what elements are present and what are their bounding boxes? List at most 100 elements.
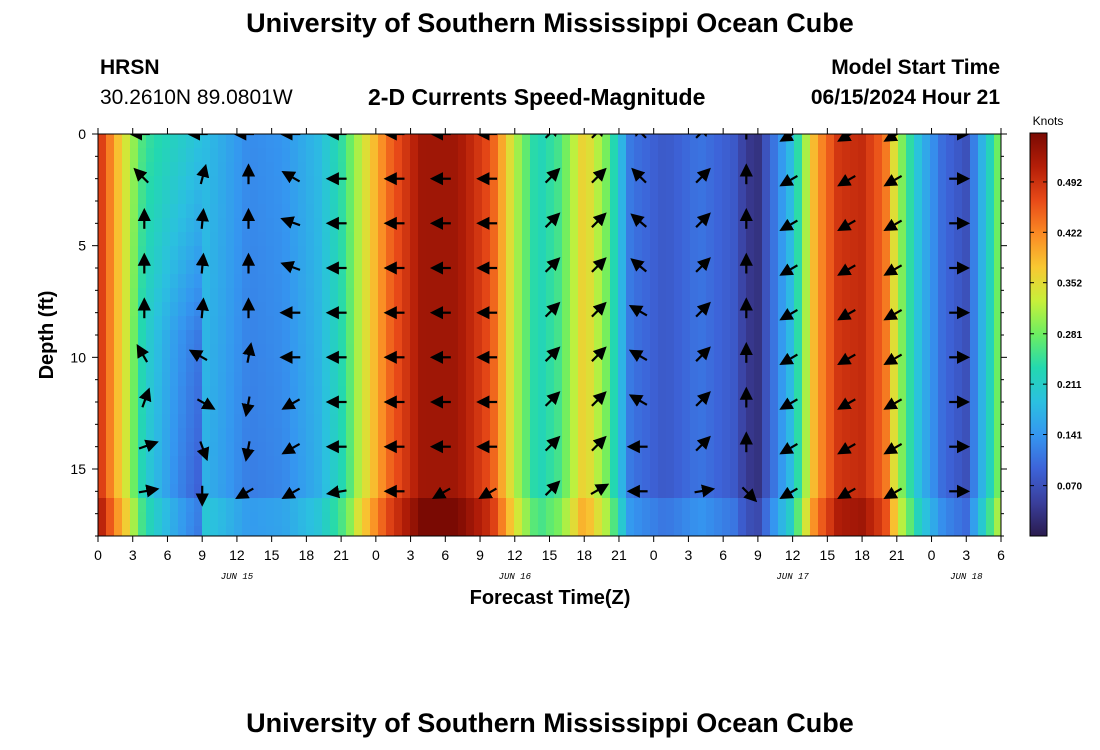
heatmap-cell	[746, 498, 755, 513]
heatmap-cell	[266, 162, 275, 177]
heatmap-cell	[698, 232, 707, 247]
current-vector	[591, 301, 607, 318]
heatmap-cell	[826, 372, 835, 387]
heatmap-cell	[274, 344, 283, 359]
heatmap-cell	[466, 372, 475, 387]
heatmap-cell	[882, 442, 891, 457]
heatmap-cell	[690, 526, 699, 536]
heatmap-cell	[418, 260, 427, 275]
x-tick-label: 0	[94, 547, 102, 563]
heatmap-cell	[282, 428, 291, 443]
heatmap-cell	[130, 274, 139, 289]
heatmap-cell	[314, 148, 323, 163]
heatmap-cell	[850, 176, 859, 191]
heatmap-cell	[146, 260, 155, 275]
heatmap-cell	[402, 386, 411, 401]
heatmap-cell	[210, 274, 219, 289]
heatmap-cell	[138, 316, 147, 331]
heatmap-cell	[394, 498, 403, 513]
heatmap-cell	[674, 442, 683, 457]
heatmap-cell	[194, 400, 203, 415]
heatmap-cell	[938, 288, 947, 303]
heatmap-cell	[650, 470, 659, 485]
heatmap-cell	[402, 498, 411, 513]
heatmap-cell	[458, 428, 467, 443]
heatmap-cell	[810, 330, 819, 345]
heatmap-cell	[642, 232, 651, 247]
heatmap-cell	[298, 246, 307, 261]
heatmap-cell	[658, 162, 667, 177]
heatmap-cell	[146, 358, 155, 373]
heatmap-cell	[682, 456, 691, 471]
current-vector	[591, 212, 607, 228]
heatmap-cell	[658, 246, 667, 261]
heatmap-cell	[154, 218, 163, 233]
heatmap-cell	[418, 428, 427, 443]
heatmap-cell	[730, 204, 739, 219]
heatmap-cell	[850, 190, 859, 205]
heatmap-cell	[402, 302, 411, 317]
heatmap-cell	[210, 344, 219, 359]
heatmap-cell	[538, 148, 547, 163]
heatmap-cell	[346, 288, 355, 303]
heatmap-cell	[794, 190, 803, 205]
heatmap-cell	[98, 414, 107, 429]
heatmap-cell	[226, 400, 235, 415]
heatmap-cell	[962, 442, 971, 457]
heatmap-cell	[314, 372, 323, 387]
heatmap-cell	[458, 498, 467, 513]
heatmap-cell	[210, 246, 219, 261]
heatmap-cell	[242, 232, 251, 247]
heatmap-cell	[802, 260, 811, 275]
heatmap-cell	[250, 512, 259, 527]
heatmap-cell	[410, 372, 419, 387]
heatmap-cell	[674, 232, 683, 247]
heatmap-cell	[818, 260, 827, 275]
heatmap-cell	[434, 386, 443, 401]
heatmap-cell	[810, 526, 819, 536]
heatmap-cell	[434, 218, 443, 233]
heatmap-cell	[162, 456, 171, 471]
heatmap-cell	[850, 428, 859, 443]
heatmap-cell	[826, 470, 835, 485]
heatmap-cell	[482, 288, 491, 303]
heatmap-cell	[930, 470, 939, 485]
heatmap-cell	[474, 526, 483, 536]
heatmap-cell	[914, 414, 923, 429]
heatmap-cell	[114, 484, 123, 499]
heatmap-cell	[698, 176, 707, 191]
heatmap-cell	[762, 232, 771, 247]
heatmap-cell	[642, 260, 651, 275]
heatmap-cell	[666, 428, 675, 443]
heatmap-cell	[978, 526, 987, 536]
heatmap-cell	[386, 498, 395, 513]
heatmap-cell	[522, 470, 531, 485]
heatmap-cell	[354, 260, 363, 275]
heatmap-cell	[274, 204, 283, 219]
heatmap-cell	[970, 428, 979, 443]
heatmap-cell	[794, 134, 803, 149]
current-vector	[779, 174, 798, 187]
heatmap-cell	[498, 400, 507, 415]
heatmap-cell	[706, 274, 715, 289]
heatmap-cell	[810, 484, 819, 499]
heatmap-cell	[466, 260, 475, 275]
heatmap-cell	[994, 148, 1001, 163]
heatmap-cell	[978, 442, 987, 457]
heatmap-cell	[442, 176, 451, 191]
heatmap-cell	[602, 134, 611, 149]
heatmap-cell	[466, 288, 475, 303]
heatmap-cell	[98, 400, 107, 415]
heatmap-cell	[666, 232, 675, 247]
date-label: JUN 18	[950, 572, 983, 582]
heatmap-cell	[546, 274, 555, 289]
heatmap-cell	[674, 386, 683, 401]
heatmap-cell	[186, 274, 195, 289]
heatmap-cell	[842, 358, 851, 373]
current-vector	[779, 308, 798, 321]
heatmap-cell	[234, 302, 243, 317]
heatmap-cell	[210, 330, 219, 345]
heatmap-cell	[874, 344, 883, 359]
heatmap-cell	[194, 470, 203, 485]
current-vector	[883, 308, 903, 321]
